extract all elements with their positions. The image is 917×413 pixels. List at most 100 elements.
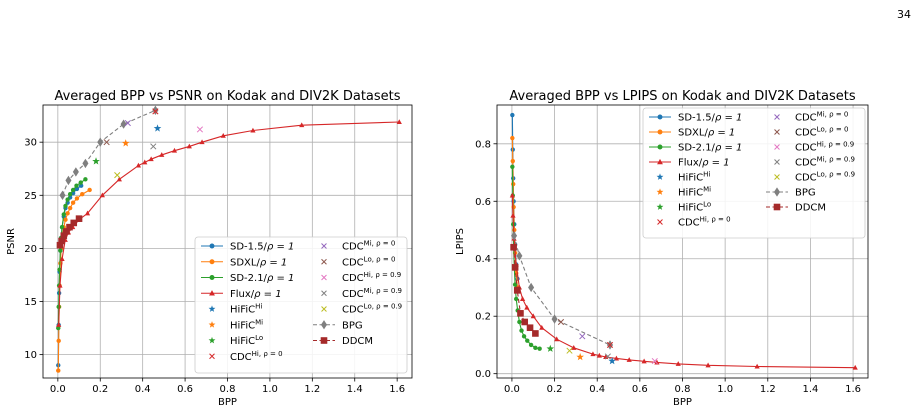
- x-tick-label: 1.4: [347, 384, 363, 395]
- legend-box: [194, 236, 408, 374]
- x-tick-label: 0.8: [220, 384, 236, 395]
- legend-handle-marker: [774, 174, 780, 180]
- legend-item-cdc-hi-0: CDCHi, ρ = 0: [657, 216, 731, 229]
- legend-label-sup: Hi: [703, 171, 710, 179]
- legend-label-main: CDC: [342, 273, 364, 284]
- legend-handle-marker: [774, 129, 780, 135]
- legend-handle-marker: [657, 114, 663, 120]
- legend-label-sup: Mi: [703, 186, 711, 194]
- legend-label-sup: Mi, ρ = 0.9: [817, 156, 855, 164]
- point-cdc-hi-0: [152, 108, 159, 115]
- data-point: [551, 314, 558, 324]
- y-tick-label: 0.8: [475, 139, 491, 150]
- legend-handle-marker: [208, 305, 216, 312]
- point-hific-hi: [153, 124, 162, 132]
- data-point: [511, 264, 519, 271]
- chart-title: Averaged BPP vs PSNR on Kodak and DIV2K …: [54, 89, 400, 104]
- legend-label: Flux/ρ = 1: [678, 158, 730, 169]
- data-point: [61, 212, 66, 217]
- legend-label: HiFiCLo: [230, 334, 263, 347]
- legend-item-flux: Flux/ρ = 1: [649, 158, 730, 169]
- legend-handle-marker: [321, 243, 327, 249]
- legend-label: HiFiCHi: [678, 171, 710, 184]
- data-point: [513, 287, 521, 294]
- y-tick-label: 0.0: [475, 369, 491, 380]
- x-tick-label: 1.2: [304, 384, 320, 395]
- legend-label: SD-1.5/ρ = 1: [230, 242, 294, 253]
- data-point: [99, 192, 105, 198]
- legend-handle-marker: [320, 320, 328, 330]
- legend-label: CDCMi, ρ = 0.9: [342, 287, 402, 300]
- data-point: [539, 324, 545, 330]
- data-point: [70, 219, 78, 227]
- data-point: [116, 176, 122, 182]
- data-point: [56, 368, 61, 373]
- series-ddcm: [510, 243, 539, 337]
- point-cdc-hi-0-9: [196, 126, 204, 133]
- legend-label: CDCLo, ρ = 0: [342, 255, 395, 268]
- legend-label-main: CDC: [795, 173, 817, 184]
- legend-label: CDCLo, ρ = 0: [795, 126, 848, 139]
- legend-label-main: Flux/: [230, 289, 255, 300]
- series-sdxl-1: [56, 187, 92, 373]
- data-point: [510, 135, 515, 141]
- legend-label-main: HiFiC: [230, 320, 255, 331]
- legend-handle-marker: [774, 114, 780, 120]
- legend-label: SDXL/ρ = 1: [230, 257, 287, 268]
- data-point: [519, 328, 524, 333]
- data-point: [517, 319, 522, 325]
- legend-label-main: BPG: [795, 188, 816, 199]
- y-tick-label: 10: [24, 350, 37, 361]
- legend-label: Flux/ρ = 1: [230, 289, 282, 300]
- data-point: [63, 217, 68, 222]
- x-tick-label: 1.0: [717, 384, 733, 395]
- data-point: [58, 248, 63, 253]
- legend-handle-marker: [208, 321, 216, 328]
- legend-handle-marker: [773, 187, 781, 197]
- legend-label: SDXL/ρ = 1: [678, 128, 735, 139]
- data-point: [754, 363, 760, 369]
- plot-area: [56, 105, 402, 373]
- legend-label: CDCHi, ρ = 0.9: [342, 271, 401, 284]
- legend-label-main: HiFiC: [678, 188, 703, 199]
- point-cdc-lo-0: [557, 318, 565, 326]
- data-point: [75, 215, 83, 222]
- legend-item-cdc-lo-0: CDCLo, ρ = 0: [321, 255, 395, 268]
- data-point: [80, 192, 85, 197]
- legend-handle-marker: [209, 243, 215, 249]
- legend-item-sd-1-5: SD-1.5/ρ = 1: [649, 113, 742, 124]
- legend-label-sup: Lo, ρ = 0.9: [817, 171, 855, 179]
- data-point: [63, 203, 68, 209]
- legend-item-cdc-hi-0-9: CDCHi, ρ = 0.9: [774, 141, 854, 154]
- legend-label-main: SD-1.5/: [678, 113, 716, 124]
- data-point: [526, 324, 534, 332]
- y-tick-label: 0.2: [475, 312, 491, 323]
- data-point: [396, 119, 402, 124]
- lpips-chart: 0.0 0.2 0.4 0.6 0.8 1.0 1.2 1.4 1.6 0.0 0.2 0.4 0.6 0…: [455, 89, 869, 408]
- point-hific-mi: [576, 353, 584, 361]
- legend-item-ddcm: DDCM: [313, 336, 373, 347]
- legend-label: HiFiCMi: [678, 186, 711, 199]
- legend-item-sdxl: SDXL/ρ = 1: [649, 128, 735, 139]
- data-point: [509, 192, 515, 198]
- data-point: [74, 183, 79, 188]
- y-axis-label: PSNR: [6, 228, 17, 255]
- legend-label-sup: Mi, ρ = 0.9: [364, 287, 402, 295]
- legend-item-cdc-hi-0-9: CDCHi, ρ = 0.9: [321, 271, 401, 284]
- data-point: [510, 243, 517, 251]
- legend-item-cdc-lo-0-9: CDCLo, ρ = 0.9: [321, 303, 402, 316]
- legend-label-main: CDC: [678, 218, 700, 229]
- point-cdc-hi-0-9: [651, 357, 658, 365]
- data-point: [186, 143, 192, 149]
- data-point: [513, 296, 519, 302]
- data-point: [70, 187, 76, 193]
- legend-label-param: ρ = 1: [708, 128, 735, 139]
- legend-label-sup: Hi, ρ = 0: [700, 216, 731, 224]
- axes-frame: [42, 104, 413, 379]
- legend-handle-marker: [774, 159, 780, 165]
- data-point: [537, 346, 542, 351]
- legend-item-hific-mi: HiFiCMi: [656, 186, 711, 199]
- data-point: [159, 152, 165, 157]
